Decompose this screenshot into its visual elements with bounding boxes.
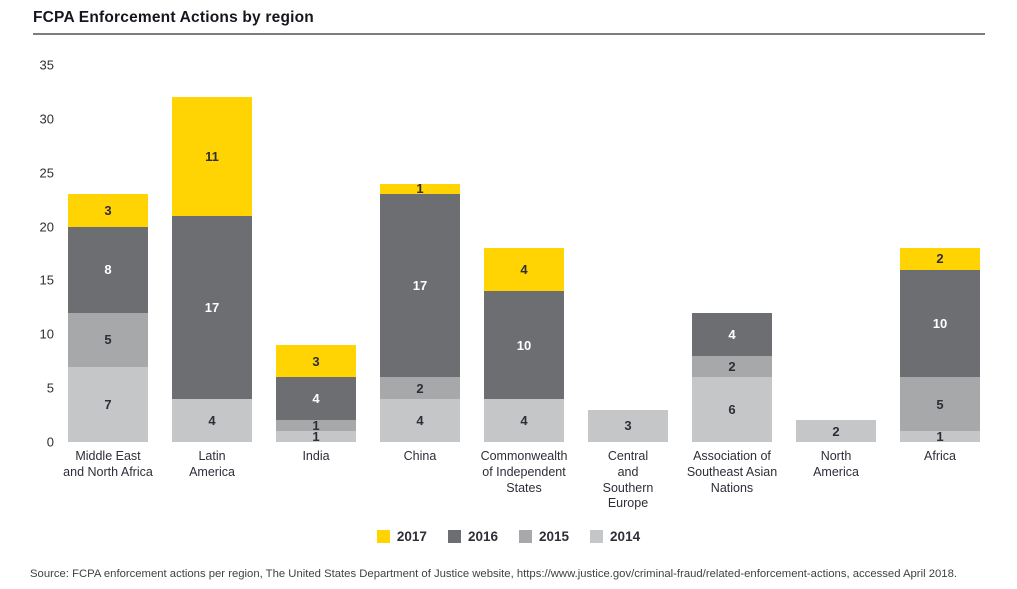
bar-column: 4 2 6 Association of Southeast Asian Nation… [687,65,777,495]
y-tick-label: 0 [46,434,54,450]
category-label: Middle East and North Africa [63,449,153,479]
bar-column: 2 10 5 1 Africa [900,65,980,463]
bar-value-label: 2 [936,251,944,267]
y-tick-label: 10 [39,326,54,342]
bar-segment-2015: 5 [68,312,148,367]
bar-value-label: 1 [416,181,424,197]
bar-value-label: 10 [932,316,948,332]
bar-segment-2017: 3 [276,345,356,378]
y-tick-label: 35 [39,57,54,73]
legend-item-2017: 2017 [376,529,427,544]
bar-value-label: 17 [412,278,428,294]
legend-item-2016: 2016 [447,529,498,544]
bar-segment-2014: 1 [276,429,356,445]
bar-value-label: 2 [832,423,840,439]
bar-value-label: 5 [936,396,944,412]
y-axis: 0 5 10 15 20 25 30 35 [24,58,54,450]
bar-column: 1 17 2 4 China [380,65,460,463]
bar-value-label: 3 [624,418,632,434]
y-tick-label: 25 [39,165,54,181]
bar-segment-2016: 10 [900,269,980,378]
bar-segment-2014: 4 [172,398,252,442]
bar-segment-2016: 4 [692,312,772,356]
legend-label: 2015 [539,529,570,544]
category-label: India [302,449,330,463]
bar-segment-2017: 11 [172,97,252,216]
bar-value-label: 4 [520,262,528,278]
bar-segment-2015: 2 [692,355,772,378]
bar-value-label: 4 [312,391,320,407]
bar-segment-2014: 2 [796,420,876,442]
bar-segment-2014: 6 [692,377,772,442]
bar-value-label: 2 [416,380,424,396]
bar-value-label: 4 [520,412,528,428]
bar-segment-2014: 7 [68,366,148,442]
bar-segment-2014: 1 [900,429,980,445]
bar-segment-2015: 2 [380,377,460,399]
bar-value-label: 17 [204,299,220,315]
legend-label: 2017 [396,529,427,544]
bar-value-label: 4 [416,412,424,428]
legend-item-2014: 2014 [590,529,640,544]
bar-value-label: 3 [312,353,320,369]
legend: 2017 2016 2015 2014 [0,529,1017,544]
bar-value-label: 3 [104,202,112,218]
y-tick-label: 15 [39,272,54,288]
bar-value-label: 8 [104,262,112,278]
y-tick-label: 30 [39,111,54,127]
bar-segment-2017: 1 [380,181,460,197]
bar-value-label: 5 [104,332,112,348]
chart-title: FCPA Enforcement Actions by region [33,9,314,26]
bar-segment-2014: 3 [588,409,668,442]
bar-segment-2017: 3 [68,194,148,227]
bar-column: 11 17 4 Latin America [172,65,252,479]
category-label: North America [813,449,859,479]
bar-column: 4 10 4 Commonwealth of Independent States [481,65,567,495]
category-label: Latin America [189,449,235,479]
category-label: Association of Southeast Asian Nations [686,449,778,495]
bar-segment-2014: 4 [380,398,460,442]
bar-value-label: 1 [936,429,944,445]
plot-area: 3 8 5 7 Middle East and North Africa 11 17 4 Lat… [63,65,980,510]
bar-value-label: 11 [205,149,219,165]
bar-value-label: 4 [728,326,736,342]
source-note: Source: FCPA enforcement actions per reg… [30,568,958,580]
bar-segment-2015: 1 [276,418,356,434]
category-label: Commonwealth of Independent States [480,449,568,495]
legend-item-2015: 2015 [519,529,569,544]
category-label: China [403,449,437,463]
legend-swatch-2014 [590,530,604,543]
bar-column: 2 North America [796,65,876,479]
bar-column: 3 8 5 7 Middle East and North Africa [63,65,153,479]
category-label: Africa [924,449,956,463]
bar-segment-2016: 17 [172,215,252,399]
y-tick-label: 5 [46,380,54,396]
legend-swatch-2015 [519,530,532,543]
bar-segment-2014: 4 [484,398,564,442]
bar-column: 3 4 1 1 India [276,65,356,463]
legend-label: 2016 [467,529,498,544]
bar-segment-2016: 8 [68,226,148,313]
bar-segment-2015: 5 [900,377,980,432]
bar-value-label: 6 [728,402,736,418]
bar-value-label: 4 [208,412,216,428]
legend-swatch-2016 [447,530,461,543]
bar-segment-2016: 4 [276,377,356,421]
bar-segment-2017: 2 [900,248,980,270]
bar-segment-2016: 17 [380,194,460,378]
bar-value-label: 7 [104,396,112,412]
bar-value-label: 1 [312,418,320,434]
bar-value-label: 2 [728,359,736,375]
bar-segment-2016: 10 [484,291,564,399]
title-divider [33,33,985,35]
bar-value-label: 10 [516,337,532,353]
y-tick-label: 20 [39,219,54,235]
legend-label: 2014 [610,529,641,544]
category-label: Central and Southern Europe [602,449,654,511]
bar-segment-2017: 4 [484,248,564,292]
bar-value-label: 1 [312,429,320,445]
bar-column: 3 Central and Southern Europe [588,65,668,510]
legend-swatch-2017 [376,530,390,543]
